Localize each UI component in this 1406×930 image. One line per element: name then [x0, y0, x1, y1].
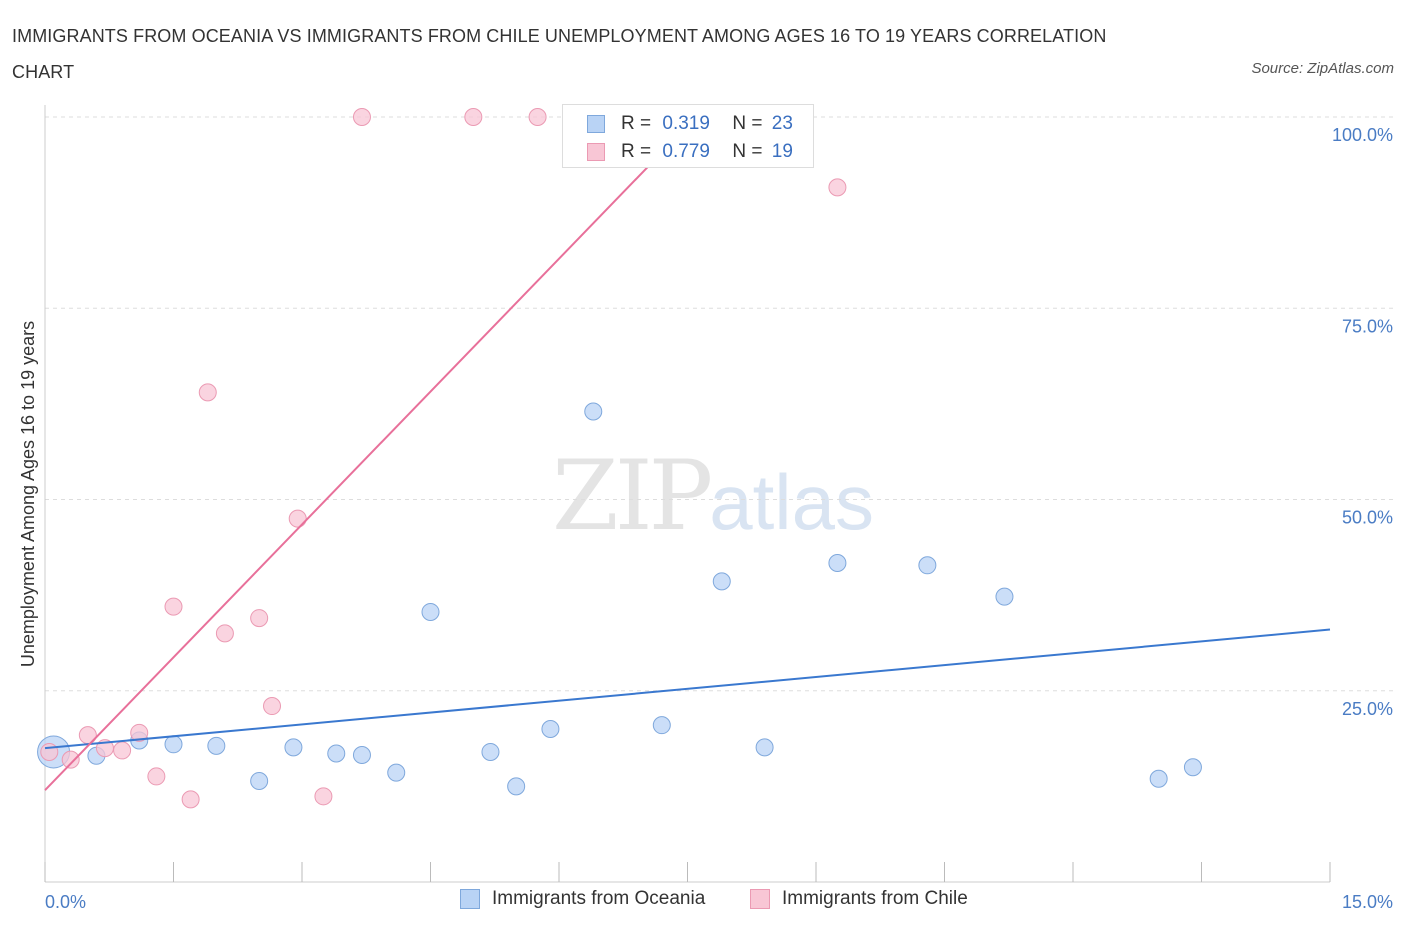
point-chile	[181, 790, 200, 809]
x-tick-label: 15.0%	[1342, 892, 1393, 912]
point-oceania	[712, 572, 731, 591]
legend-item-oceania: Immigrants from Oceania	[460, 888, 705, 910]
point-chile	[464, 108, 483, 126]
point-oceania	[1149, 769, 1168, 788]
point-oceania	[284, 738, 303, 757]
point-chile	[828, 178, 847, 197]
axes	[44, 105, 1331, 883]
y-axis-label: Unemployment Among Ages 16 to 19 years	[18, 321, 38, 667]
tick-labels: 25.0% 50.0% 75.0% 100.0% 0.0% 15.0%	[45, 125, 1393, 912]
point-chile	[198, 383, 217, 402]
legend-r-value: 0.779	[662, 141, 710, 162]
point-chile	[215, 624, 234, 643]
y-tick-label: 25.0%	[1342, 699, 1393, 719]
legend-swatch-oceania	[587, 115, 605, 133]
series-legend: Immigrants from Oceania Immigrants from …	[0, 888, 1406, 916]
point-oceania	[327, 744, 346, 763]
legend-n-label: N =	[732, 141, 768, 162]
legend-n-value: 23	[771, 113, 793, 134]
point-chile	[147, 767, 166, 786]
legend-label-chile: Immigrants from Chile	[782, 888, 968, 909]
legend-swatch-oceania	[460, 889, 480, 909]
point-oceania	[207, 736, 226, 755]
legend-row-oceania: R = 0.319 N = 23	[587, 112, 793, 136]
point-oceania	[421, 602, 440, 621]
trendline-chile	[44, 116, 697, 791]
y-tick-label: 100.0%	[1332, 125, 1393, 145]
point-chile	[288, 509, 307, 528]
point-chile	[314, 787, 333, 806]
point-oceania	[164, 735, 183, 754]
point-chile	[528, 108, 547, 126]
legend-label-oceania: Immigrants from Oceania	[492, 888, 706, 909]
legend-r-label: R =	[621, 113, 657, 134]
point-oceania	[352, 746, 371, 765]
point-chile	[40, 742, 59, 761]
point-chile	[250, 609, 269, 628]
source-label: Source: ZipAtlas.com	[1251, 60, 1394, 77]
point-oceania	[918, 556, 937, 575]
point-oceania	[828, 553, 847, 572]
point-chile	[263, 697, 282, 716]
point-oceania	[584, 402, 603, 421]
point-oceania	[507, 777, 526, 796]
y-tick-label: 50.0%	[1342, 508, 1393, 528]
legend-item-chile: Immigrants from Chile	[750, 888, 968, 910]
grid	[45, 116, 1395, 692]
point-oceania	[387, 763, 406, 782]
point-oceania	[541, 720, 560, 738]
point-oceania	[755, 738, 774, 757]
legend-r-label: R =	[621, 141, 657, 162]
correlation-legend: R = 0.319 N = 23 R = 0.779 N = 19	[562, 104, 814, 168]
point-oceania	[481, 742, 500, 761]
point-chile	[164, 597, 183, 616]
point-oceania	[250, 772, 269, 791]
watermark: ZIPatlas	[552, 440, 874, 552]
point-oceania	[652, 716, 671, 735]
point-chile	[130, 723, 149, 742]
watermark-zip: ZIP	[552, 440, 713, 552]
point-chile	[352, 108, 371, 126]
data-points	[37, 108, 1202, 809]
legend-swatch-chile	[587, 143, 605, 161]
legend-swatch-chile	[750, 889, 770, 909]
point-chile	[113, 741, 132, 760]
legend-n-label: N =	[732, 113, 768, 134]
trendlines	[44, 116, 1331, 791]
chart-title: IMMIGRANTS FROM OCEANIA VS IMMIGRANTS FR…	[12, 26, 1107, 82]
x-tick-label: 0.0%	[45, 892, 86, 912]
y-tick-label: 75.0%	[1342, 316, 1393, 336]
point-oceania	[995, 587, 1014, 606]
watermark-atlas: atlas	[709, 458, 874, 546]
trendline-oceania	[44, 628, 1331, 750]
legend-r-value: 0.319	[662, 113, 710, 134]
point-oceania	[1183, 758, 1202, 777]
point-chile	[61, 750, 80, 769]
legend-n-value: 19	[771, 141, 793, 162]
legend-row-chile: R = 0.779 N = 19	[587, 140, 793, 164]
